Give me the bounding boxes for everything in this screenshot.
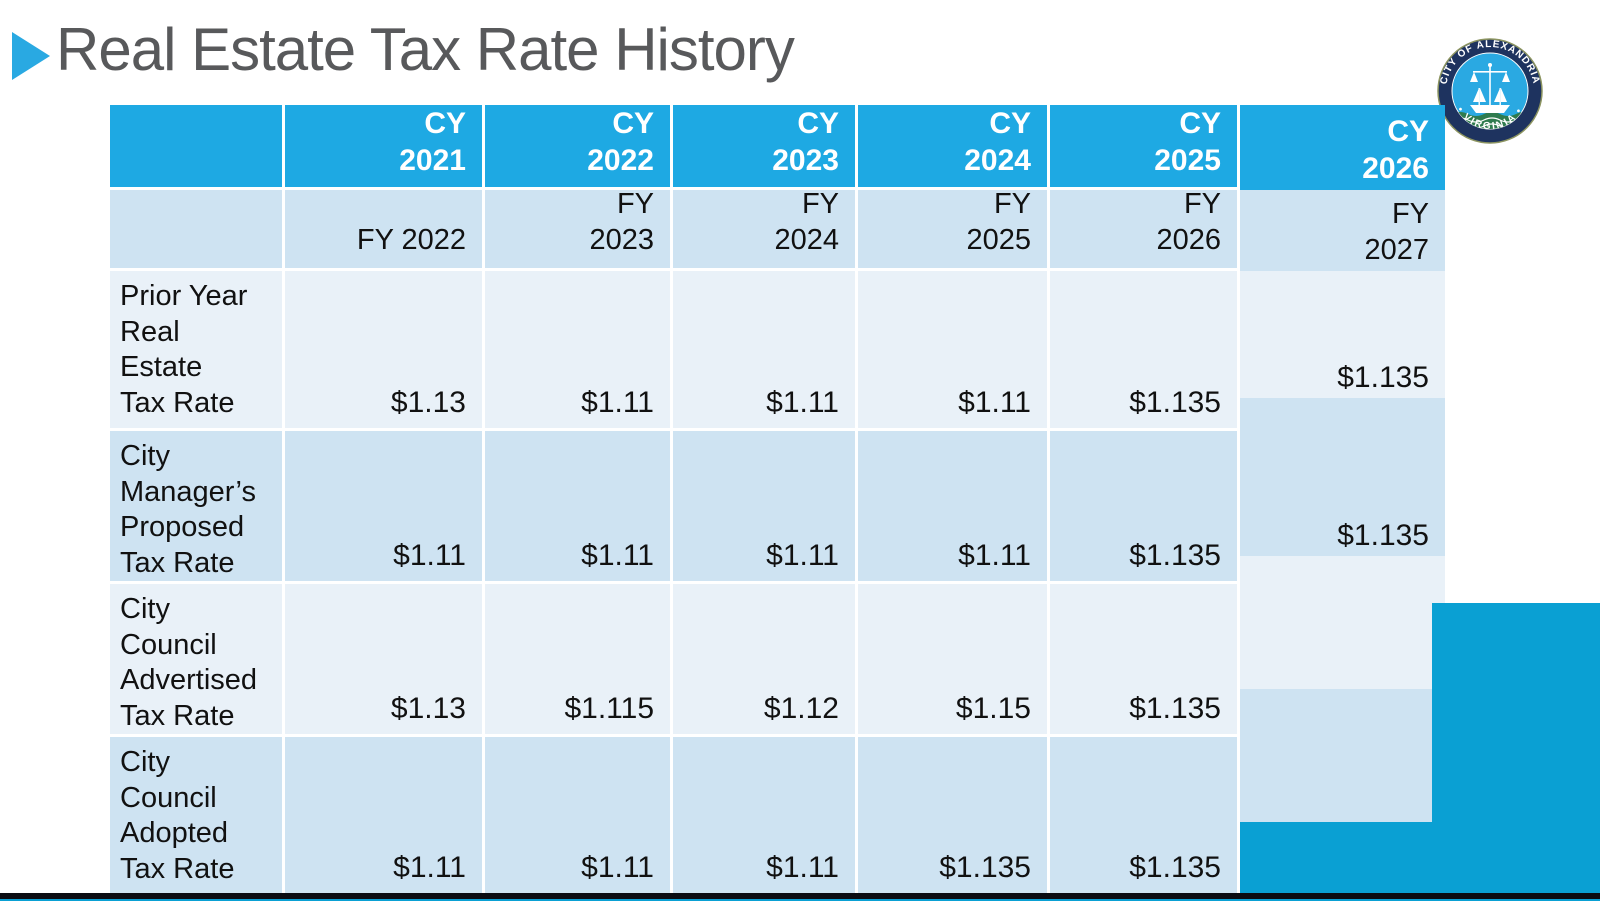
cy-header-cell-2022: CY 2022 (485, 105, 670, 187)
value-cell: $1.13 (285, 271, 482, 428)
fy-header-cell-2023: FY 2023 (485, 190, 670, 268)
cy2026-value-cell (1240, 689, 1445, 827)
value-cell: $1.11 (673, 271, 855, 428)
row-label-manager-proposed: City Manager’s Proposed Tax Rate (110, 431, 282, 581)
value-cell: $1.11 (858, 431, 1047, 581)
fy-header-cell-2026: FY 2026 (1050, 190, 1237, 268)
value-cell: $1.11 (485, 431, 670, 581)
value-cell: $1.13 (285, 584, 482, 734)
fy-corner-cell (110, 190, 282, 268)
seal-inner-art (1452, 63, 1528, 129)
value-cell: $1.11 (673, 737, 855, 893)
value-cell: $1.11 (858, 271, 1047, 428)
page-title: Real Estate Tax Rate History (56, 16, 795, 83)
title-arrow-icon (12, 32, 50, 80)
cy2026-value-cell: $1.135 (1240, 398, 1445, 561)
value-cell: $1.11 (285, 431, 482, 581)
value-cell: $1.11 (285, 737, 482, 893)
cy2026-value-cell (1240, 556, 1445, 694)
value-cell: $1.135 (1050, 431, 1237, 581)
value-cell: $1.11 (673, 431, 855, 581)
header-corner-cell (110, 105, 282, 187)
cy-header-cell-2026: CY 2026 (1240, 105, 1445, 195)
row-label-prior-year: Prior Year Real Estate Tax Rate (110, 271, 282, 428)
bottom-dark-line (0, 893, 1600, 899)
cy-header-cell-2025: CY 2025 (1050, 105, 1237, 187)
blue-decoration-rectangle-bottom (1240, 822, 1600, 893)
row-label-council-advertised: City Council Advertised Tax Rate (110, 584, 282, 734)
cy2026-value-cell: $1.135 (1240, 271, 1445, 403)
fy-header-cell-2027: FY 2027 (1240, 190, 1445, 278)
value-cell: $1.12 (673, 584, 855, 734)
fy-header-cell-2024: FY 2024 (673, 190, 855, 268)
city-of-alexandria-seal-logo: CITY OF ALEXANDRIA • VIRGINIA • (1437, 38, 1543, 144)
value-cell: $1.135 (1050, 737, 1237, 893)
cy-header-cell-2024: CY 2024 (858, 105, 1047, 187)
value-cell: $1.135 (1050, 271, 1237, 428)
value-cell: $1.15 (858, 584, 1047, 734)
value-cell: $1.11 (485, 737, 670, 893)
cy-header-cell-2023: CY 2023 (673, 105, 855, 187)
tax-rate-history-table: CY 2021 CY 2022 CY 2023 CY 2024 CY 2025 … (110, 105, 1237, 893)
row-label-council-adopted: City Council Adopted Tax Rate (110, 737, 282, 893)
fy-header-cell-2022: FY 2022 (285, 190, 482, 268)
value-cell: $1.115 (485, 584, 670, 734)
cy-header-cell-2021: CY 2021 (285, 105, 482, 187)
value-cell: $1.11 (485, 271, 670, 428)
fy-header-cell-2025: FY 2025 (858, 190, 1047, 268)
value-cell: $1.135 (1050, 584, 1237, 734)
value-cell: $1.135 (858, 737, 1047, 893)
bottom-blue-strip (0, 899, 1600, 901)
